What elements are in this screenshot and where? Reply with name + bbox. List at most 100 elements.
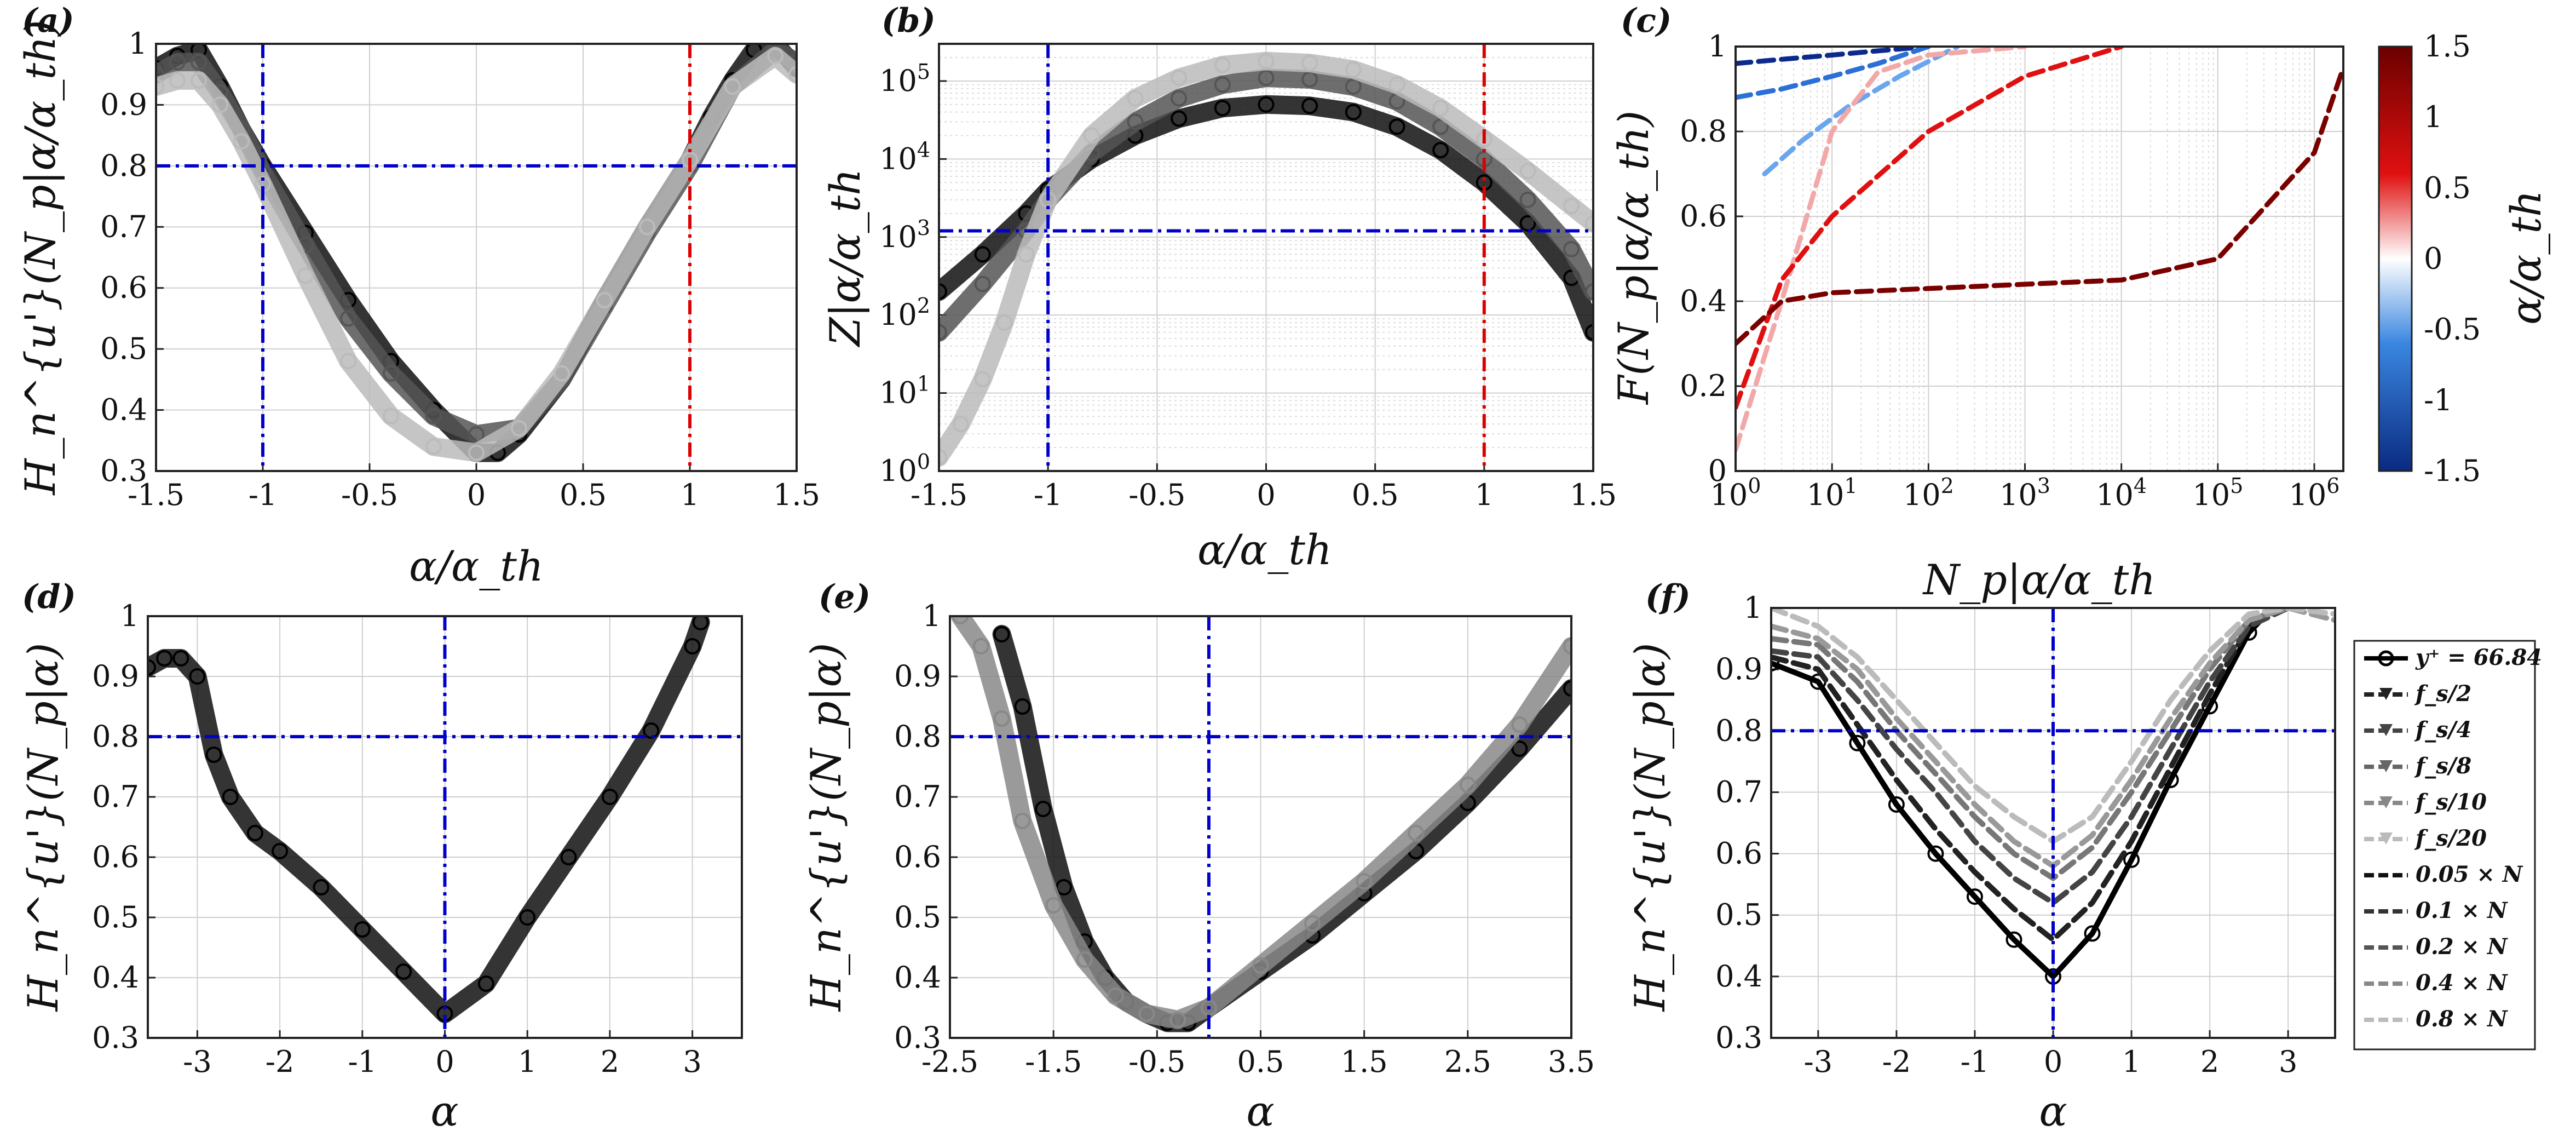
panel-b-point-0-6 — [1171, 110, 1188, 127]
panel-d-point-0-13 — [519, 909, 536, 926]
panel-e-xtick-label: -2.5 — [921, 1044, 978, 1079]
panel-a-xtick-label: -1 — [249, 478, 278, 512]
panel-e-ytick-label: 0.3 — [894, 1020, 941, 1055]
panel-a-point-1-2 — [191, 54, 207, 71]
panel-c-frame — [1734, 45, 2344, 472]
panel-a-point-2-13 — [596, 292, 613, 308]
panel-f-point-0-0 — [1771, 655, 1779, 671]
legend-label-10: 0.8 × N — [2416, 1006, 2508, 1032]
panel-c-xtick-label: 102 — [1903, 474, 1954, 512]
panel-a-point-2-18 — [788, 66, 797, 83]
panel-d-ytick-label: 0.9 — [92, 659, 139, 693]
panel-f-point-0-8 — [2084, 925, 2101, 942]
panel-e-point-1-4 — [1045, 897, 1062, 914]
panel-a-xtick-label: -1.5 — [128, 478, 185, 512]
panel-a-point-2-2 — [191, 72, 207, 89]
panel-b-point-2-12 — [1345, 61, 1362, 78]
panel-b-point-0-14 — [1519, 215, 1536, 232]
panel-d-point-0-2 — [172, 650, 189, 667]
panel-b-xtick-label: -1.5 — [910, 478, 967, 512]
panel-d-ytick-label: 0.6 — [92, 840, 139, 874]
panel-d-point-0-15 — [601, 789, 618, 805]
panel-d-point-0-0 — [148, 659, 156, 676]
panel-d-xtick-label: 2 — [601, 1044, 619, 1079]
legend-box — [2353, 640, 2536, 1050]
legend-label-1: f_s/2 — [2414, 681, 2471, 707]
panel-b-xlabel: α/α_th — [1197, 525, 1332, 574]
panel-c-series-2 — [1762, 47, 1960, 176]
colorbar-label: α/α_th — [2502, 190, 2550, 325]
panel-c-ylabel: F(N_p|α/α_th) — [1609, 111, 1658, 406]
panel-f-series-1 — [1771, 608, 2275, 943]
panel-b-point-2-10 — [1258, 53, 1275, 70]
panel-f-xtick-label: 2 — [2200, 1044, 2219, 1079]
panel-f-ytick-label: 0.5 — [1715, 898, 1762, 932]
colorbar-tick-label: 0.5 — [2424, 170, 2471, 205]
legend-marker-3 — [2379, 760, 2393, 772]
panel-b-point-1-1 — [974, 275, 991, 292]
panel-f-plot-area — [1771, 608, 2335, 1038]
panel-a-xtick-label: 1.5 — [773, 478, 820, 512]
panel-a-point-2-3 — [212, 96, 228, 113]
panel-f-ytick-label: 0.7 — [1715, 774, 1762, 809]
panel-e-point-0-0 — [993, 626, 1010, 642]
panel-f-point-0-9 — [2123, 851, 2140, 868]
panel-d-ytick-label: 0.5 — [92, 900, 139, 934]
colorbar — [2378, 45, 2413, 472]
panel-e-point-1-3 — [1014, 813, 1031, 829]
panel-b-ytick-label: 100 — [879, 450, 930, 488]
panel-b-ylabel: Z|α/α_th — [821, 169, 869, 347]
panel-f-point-0-4 — [1927, 845, 1944, 862]
panel-b-xtick-label: 0 — [1257, 478, 1275, 512]
panel-f-ylabel: H_n^{u'}(N_p|α) — [1626, 643, 1674, 1013]
panel-b-xtick-label: -1 — [1034, 478, 1063, 512]
colorbar-tick-label: -0.5 — [2424, 312, 2481, 347]
panel-b-point-1-16 — [1585, 283, 1593, 300]
legend-label-9: 0.4 × N — [2416, 970, 2508, 996]
panel-b-point-1-12 — [1432, 118, 1449, 135]
panel-e-point-1-1 — [972, 638, 989, 655]
panel-f-ytick-label: 0.3 — [1715, 1020, 1762, 1055]
panel-b-ytick-label: 103 — [879, 216, 930, 254]
panel-a-point-2-17 — [767, 48, 783, 65]
panel-c-ytick-label: 0.8 — [1680, 114, 1727, 148]
panel-c-series-1 — [1736, 47, 1931, 100]
panel-d-plot-area — [148, 616, 742, 1038]
legend-label-8: 0.2 × N — [2416, 934, 2508, 960]
panel-b-ytick-label: 105 — [879, 60, 930, 98]
legend-label-2: f_s/4 — [2414, 717, 2471, 743]
panel-e-point-1-12 — [1356, 873, 1373, 889]
panel-d-point-0-5 — [222, 789, 239, 805]
panel-f-xtick-label: 1 — [2122, 1044, 2141, 1079]
panel-a-point-1-9 — [425, 407, 442, 424]
panel-d-point-0-18 — [692, 616, 709, 630]
panel-e-ytick-label: 0.4 — [894, 960, 941, 995]
panel-a-frame — [155, 43, 798, 472]
panel-f-series-2 — [1771, 608, 2291, 906]
panel-e-xtick-label: -1.5 — [1025, 1044, 1082, 1079]
panel-e-xtick-label: 0.5 — [1237, 1044, 1284, 1079]
panel-f-label: (f) — [1645, 578, 1691, 616]
panel-b-point-1-7 — [1214, 76, 1231, 93]
panel-b-point-2-11 — [1301, 55, 1318, 72]
panel-f-point-0-3 — [1888, 796, 1905, 813]
panel-c-xtick-label: 104 — [2096, 474, 2147, 512]
panel-d-point-0-14 — [560, 849, 577, 865]
panel-d-point-0-16 — [643, 722, 660, 739]
panel-f-series-0 — [1771, 608, 2275, 979]
panel-e-point-1-15 — [1511, 716, 1528, 733]
legend-label-0: y⁺ = 66.84 — [2415, 645, 2542, 670]
panel-d-xtick-label: -2 — [266, 1044, 295, 1079]
panel-e-point-1-16 — [1563, 638, 1571, 655]
panel-a-label: (a) — [22, 2, 74, 40]
panel-a-point-2-14 — [639, 219, 655, 236]
panel-b-point-0-12 — [1432, 142, 1449, 159]
panel-e-point-1-10 — [1252, 957, 1269, 974]
panel-b-point-2-4 — [1018, 246, 1035, 263]
panel-c-ytick-label: 0.2 — [1680, 369, 1727, 403]
panel-e-point-1-13 — [1408, 825, 1425, 841]
panel-b-ytick-label: 102 — [879, 294, 930, 332]
panel-e-point-0-17 — [1563, 680, 1571, 697]
panel-f-ytick-label: 0.6 — [1715, 836, 1762, 871]
panel-b-point-2-7 — [1127, 90, 1144, 107]
